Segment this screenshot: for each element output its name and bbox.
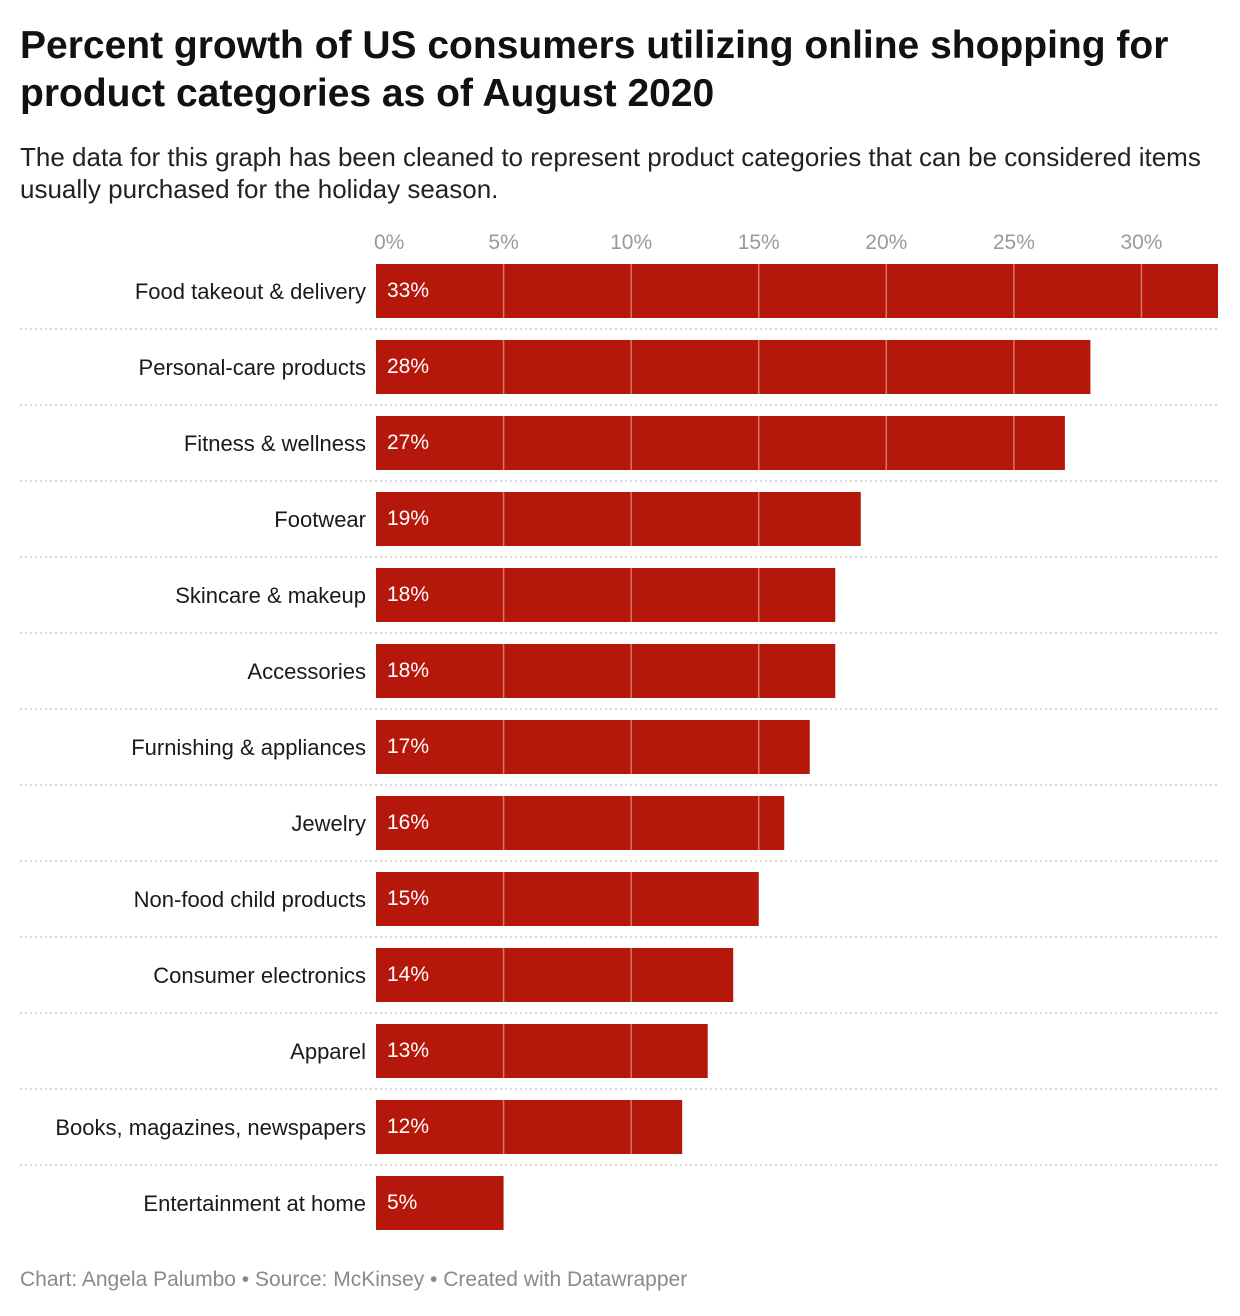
value-label: 5% [387, 1191, 417, 1214]
bar-row: Skincare & makeup 18% [20, 568, 1218, 634]
category-label: Jewelry [291, 811, 366, 836]
bar-row: Books, magazines, newspapers 12% [20, 1100, 1218, 1166]
bar-row: Accessories 18% [20, 644, 1218, 710]
bar-row: Apparel 13% [20, 1024, 1218, 1090]
category-label: Accessories [247, 659, 366, 684]
bar-row: Food takeout & delivery 33% [20, 264, 1218, 330]
value-label: 12% [387, 1115, 429, 1138]
bar-rows: Food takeout & delivery 33% Personal-care … [20, 264, 1218, 1230]
bar [376, 1024, 708, 1078]
chart-subtitle: The data for this graph has been cleaned… [20, 142, 1201, 204]
bar-row: Footwear 19% [20, 492, 1218, 558]
category-label: Consumer electronics [153, 963, 366, 988]
category-label: Apparel [290, 1039, 366, 1064]
value-label: 27% [387, 431, 429, 454]
category-label: Books, magazines, newspapers [55, 1115, 366, 1140]
value-label: 15% [387, 887, 429, 910]
value-label: 18% [387, 583, 429, 606]
category-label: Skincare & makeup [175, 583, 366, 608]
category-label: Food takeout & delivery [135, 279, 366, 304]
bar [376, 644, 836, 698]
bar [376, 416, 1065, 470]
value-label: 13% [387, 1039, 429, 1062]
category-label: Personal-care products [139, 355, 366, 380]
x-tick-label: 30% [1120, 231, 1162, 254]
bar [376, 340, 1091, 394]
value-label: 19% [387, 507, 429, 530]
value-label: 33% [387, 279, 429, 302]
x-tick-label: 25% [993, 231, 1035, 254]
category-label: Fitness & wellness [184, 431, 366, 456]
bar-chart: 0% 5% 10% 15% 20% 25% 30% Food takeout & deliv… [20, 231, 1218, 1230]
bar [376, 796, 785, 850]
chart-title: Percent growth of US consumers utilizing… [20, 24, 1169, 115]
bar-row: Personal-care products 28% [20, 340, 1218, 406]
category-label: Footwear [274, 507, 366, 532]
bar-row: Non-food child products 15% [20, 872, 1218, 938]
x-tick-label: 5% [488, 231, 518, 254]
value-label: 17% [387, 735, 429, 758]
category-label: Non-food child products [134, 887, 366, 912]
bar-row: Furnishing & appliances 17% [20, 720, 1218, 786]
bar [376, 568, 836, 622]
x-tick-label: 10% [610, 231, 652, 254]
bar [376, 492, 861, 546]
value-label: 16% [387, 811, 429, 834]
bar-row: Jewelry 16% [20, 796, 1218, 862]
bar [376, 264, 1218, 318]
chart-credits: Chart: Angela Palumbo • Source: McKinsey… [20, 1268, 688, 1291]
category-label: Furnishing & appliances [131, 735, 366, 760]
bar [376, 720, 810, 774]
x-axis-ticks: 0% 5% 10% 15% 20% 25% 30% [374, 231, 1162, 254]
x-tick-label: 20% [865, 231, 907, 254]
bar [376, 872, 759, 926]
value-label: 18% [387, 659, 429, 682]
bar [376, 1176, 504, 1230]
bar [376, 948, 734, 1002]
x-tick-label: 0% [374, 231, 404, 254]
bar-row: Entertainment at home 5% [143, 1176, 504, 1230]
bar-row: Consumer electronics 14% [20, 948, 1218, 1014]
bar-row: Fitness & wellness 27% [20, 416, 1218, 482]
value-label: 14% [387, 963, 429, 986]
x-tick-label: 15% [738, 231, 780, 254]
category-label: Entertainment at home [143, 1191, 366, 1216]
value-label: 28% [387, 355, 429, 378]
